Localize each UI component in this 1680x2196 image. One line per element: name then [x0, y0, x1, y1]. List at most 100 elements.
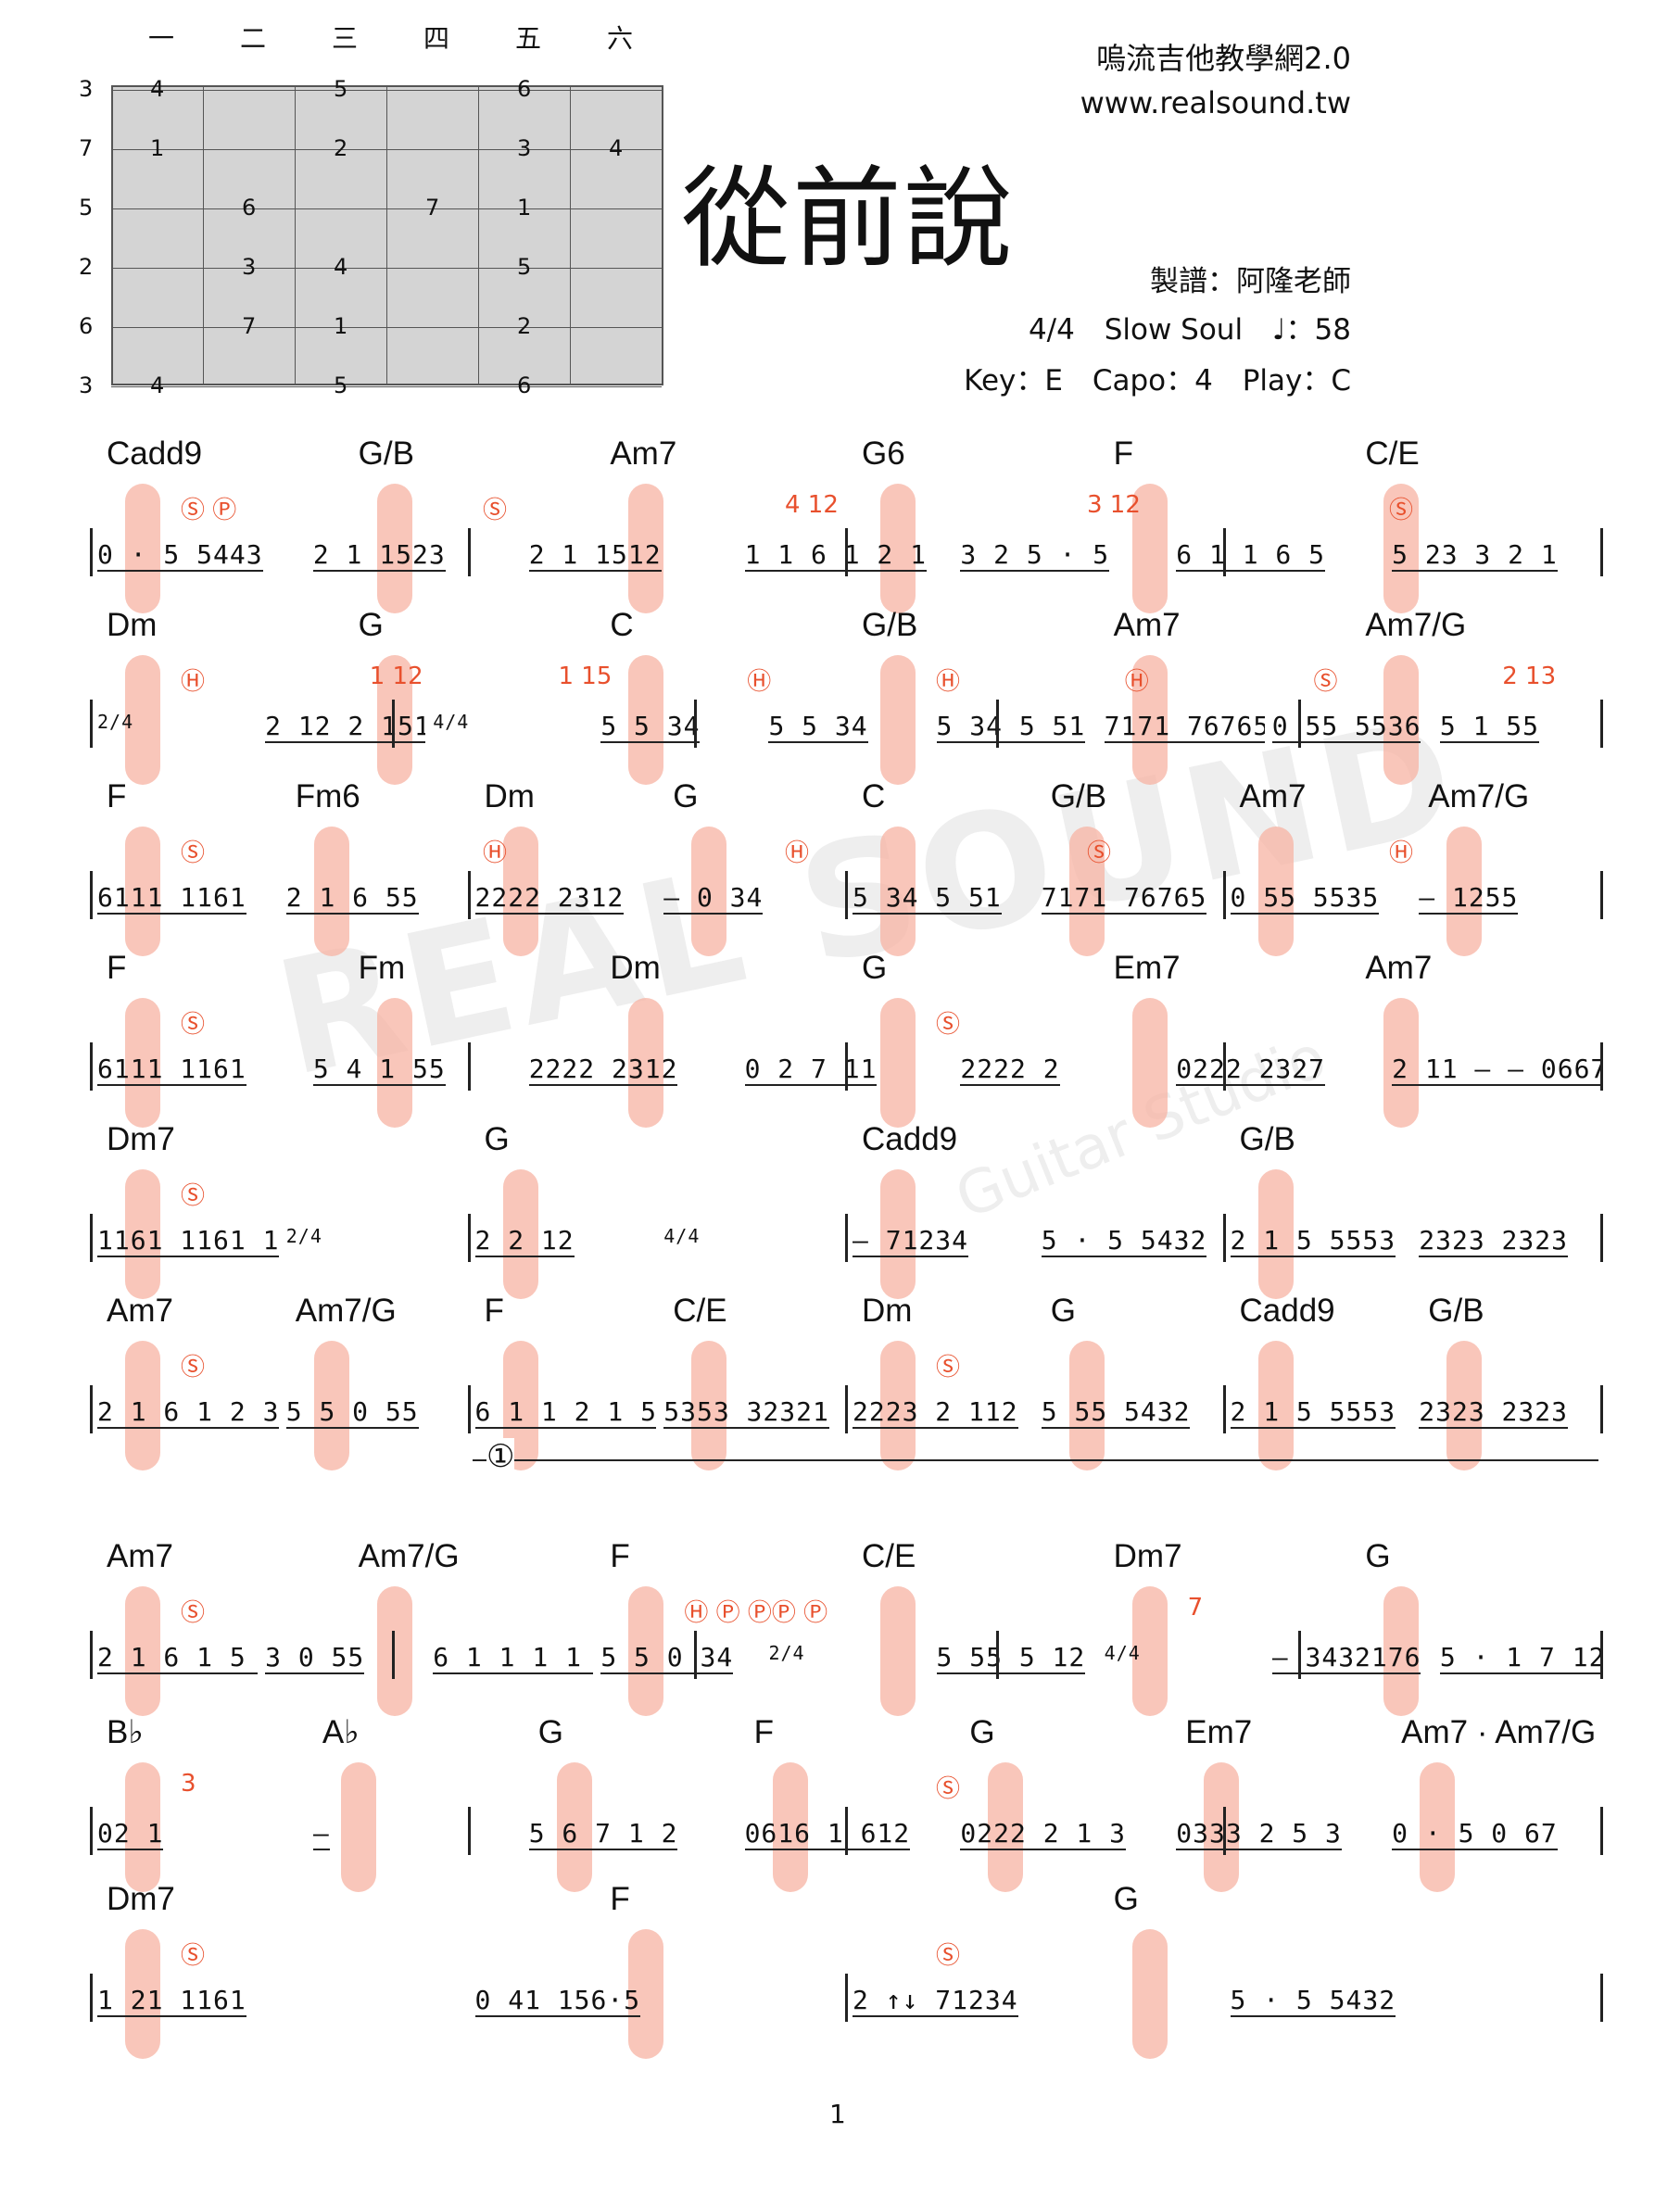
technique-mark: Ⓢ — [181, 1599, 206, 1627]
strum-highlight — [1204, 1762, 1240, 1892]
barline — [996, 1631, 999, 1679]
arranger-credit: 製譜：阿隆老師 — [1150, 265, 1351, 298]
time-signature: 4/4 — [1104, 1642, 1141, 1664]
note-group: 0 41 156·5 — [474, 1985, 641, 2017]
fret-note: 2 — [517, 313, 532, 339]
chord-symbol: G — [1365, 1538, 1391, 1574]
strum-highlight — [691, 827, 727, 956]
barline — [845, 1042, 848, 1091]
fret-note: 5 — [334, 372, 348, 398]
note-group: 1 1 6 1 2 1 — [744, 539, 927, 572]
string-number: 3 — [79, 76, 94, 102]
barline — [1298, 700, 1301, 748]
technique-mark: 1 12 — [369, 663, 423, 690]
note-group: 5 55 5432 — [1041, 1396, 1191, 1429]
technique-mark: Ⓗ Ⓟ ⓅⓅ Ⓟ — [684, 1599, 828, 1627]
strum-highlight — [880, 1169, 916, 1299]
fret-note: 2 — [334, 135, 348, 161]
strum-highlight — [880, 1341, 916, 1470]
note-group: 5 5 34 — [768, 711, 868, 743]
fret-line — [478, 85, 479, 384]
fret-header: 五 — [515, 23, 542, 54]
fret-header: 三 — [332, 23, 359, 54]
string-number: 6 — [79, 313, 94, 339]
chord-symbol: C — [862, 778, 886, 814]
strum-highlight — [628, 1929, 664, 2059]
string-line — [111, 386, 662, 387]
key-capo-play: Key：E Capo：4 Play：C — [943, 357, 1351, 398]
chord-symbol: G6 — [862, 435, 905, 472]
technique-mark: Ⓢ — [936, 1775, 961, 1803]
chord-symbol: Dm7 — [107, 1121, 175, 1157]
chord-symbol: F — [1113, 435, 1134, 472]
technique-mark: Ⓢ — [1389, 497, 1414, 524]
time-signature: 2/4 — [97, 711, 134, 733]
note-group: 2 1 6 1 2 3 — [97, 1396, 279, 1429]
note-group: 1 21 1161 — [97, 1985, 246, 2017]
chord-symbol: Am7/G — [358, 1538, 460, 1574]
strum-highlight — [691, 1341, 727, 1470]
strum-highlight — [1131, 1586, 1168, 1716]
chord-symbol: G/B — [1428, 1293, 1484, 1329]
note-group: – 3432176 — [1271, 1642, 1421, 1674]
barline — [1600, 528, 1603, 576]
technique-mark: 3 — [181, 1770, 196, 1798]
chord-symbol: C/E — [862, 1538, 916, 1574]
barline — [1600, 1807, 1603, 1855]
strum-highlight — [502, 1169, 538, 1299]
strum-highlight — [376, 998, 412, 1128]
note-group: 5 34 5 51 — [853, 882, 1002, 915]
barline — [1298, 1631, 1301, 1679]
note-group: 5 34 5 51 — [936, 711, 1086, 743]
chord-symbol: B♭ — [107, 1714, 144, 1750]
chord-symbol: Dm — [610, 950, 661, 986]
note-group: 5 1 55 — [1439, 711, 1540, 743]
technique-mark: Ⓢ — [483, 497, 508, 524]
strum-highlight — [1257, 1169, 1294, 1299]
strum-highlight — [1420, 1762, 1456, 1892]
note-group: 6 1 1 6 5 — [1176, 539, 1325, 572]
note-group: 2223 2 112 — [853, 1396, 1018, 1429]
strum-highlight — [125, 1169, 160, 1299]
chord-symbol: G — [1113, 1881, 1139, 1917]
chord-symbol: Cadd9 — [862, 1121, 958, 1157]
note-group: 5 5 0 34 — [600, 1642, 734, 1674]
barline — [467, 1042, 471, 1091]
barline — [1222, 1214, 1226, 1262]
fret-header: 六 — [607, 23, 634, 54]
note-group: 5 · 1 7 12 — [1439, 1642, 1600, 1674]
fret-note: 7 — [425, 195, 440, 221]
technique-mark: 4 12 — [785, 491, 839, 519]
note-group: 5 6 7 1 2 — [528, 1818, 678, 1850]
chord-symbol: Em7 — [1185, 1714, 1253, 1750]
site-url[interactable]: www.realsound.tw — [1080, 85, 1351, 120]
chord-symbol: G — [537, 1714, 563, 1750]
chord-symbol: Am7 — [1365, 950, 1433, 986]
note-group: 5 5 34 — [600, 711, 701, 743]
strum-highlight — [880, 1586, 916, 1716]
fretboard-diagram: 一 二 三 四 五 六 3 7 5 2 6 3 4 5 6 1 2 3 4 6 7 1 3 4 5 7 1 2 4 5 6 — [69, 19, 681, 398]
chord-symbol: G — [484, 1121, 510, 1157]
chord-symbol: Cadd9 — [1239, 1293, 1335, 1329]
note-group: 2 1 6 55 — [285, 882, 419, 915]
chord-symbol: Am7/G — [1365, 607, 1467, 643]
barline — [90, 1042, 93, 1091]
strum-highlight — [880, 484, 916, 613]
note-group: 0616 1 612 — [744, 1818, 911, 1850]
barline — [90, 1631, 93, 1679]
strum-highlight — [880, 827, 916, 956]
fret-note: 6 — [517, 76, 532, 102]
fret-note: 5 — [334, 76, 348, 102]
chord-symbol: F — [484, 1293, 504, 1329]
fret-line — [203, 85, 204, 384]
technique-mark: Ⓢ — [181, 839, 206, 867]
fret-line — [386, 85, 387, 384]
strum-highlight — [1257, 827, 1294, 956]
fret-note: 1 — [334, 313, 348, 339]
fret-note: 4 — [150, 76, 165, 102]
note-group: – 71234 — [853, 1225, 969, 1257]
note-group: 2 1 5 5553 — [1230, 1396, 1396, 1429]
barline — [1600, 1042, 1603, 1091]
chord-symbol: C — [610, 607, 634, 643]
technique-mark: 3 12 — [1087, 491, 1141, 519]
